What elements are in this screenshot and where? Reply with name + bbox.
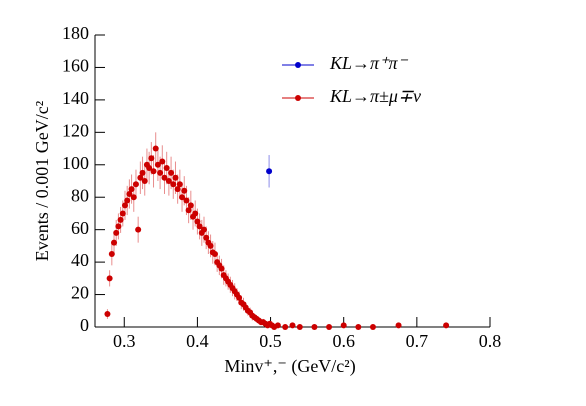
y-tick-label: 140 xyxy=(62,88,89,108)
point xyxy=(117,216,124,223)
point xyxy=(111,239,118,246)
point xyxy=(443,322,450,329)
point xyxy=(274,322,281,329)
point xyxy=(355,324,362,330)
legend-marker xyxy=(295,62,301,68)
x-axis-label: Minv⁺,⁻ (GeV/c²) xyxy=(224,356,355,377)
point xyxy=(165,178,172,184)
point xyxy=(340,322,347,329)
point xyxy=(170,181,177,188)
y-axis-label: Events / 0.001 GeV/c² xyxy=(32,101,52,261)
point xyxy=(106,275,113,282)
point xyxy=(152,145,159,152)
point xyxy=(296,324,303,330)
point xyxy=(128,186,135,193)
point xyxy=(163,165,170,172)
legend-label: KL→π⁺π⁻ xyxy=(329,53,409,73)
legend-label: KL→π±μ∓ν xyxy=(329,86,421,106)
point xyxy=(192,210,199,217)
point xyxy=(211,251,218,257)
x-tick-label: 0.8 xyxy=(479,331,502,351)
point xyxy=(174,186,181,193)
y-tick-label: 80 xyxy=(71,185,89,205)
point xyxy=(236,294,243,301)
point xyxy=(150,168,157,175)
point xyxy=(115,223,122,230)
point xyxy=(124,197,131,204)
y-tick-label: 60 xyxy=(71,218,89,238)
point xyxy=(168,169,175,176)
legend-marker xyxy=(295,95,301,101)
x-tick-label: 0.6 xyxy=(332,331,355,351)
y-tick-label: 180 xyxy=(62,23,89,43)
point xyxy=(200,226,207,233)
y-tick-label: 100 xyxy=(62,153,89,173)
point xyxy=(282,324,289,330)
point xyxy=(311,324,318,330)
point xyxy=(179,194,186,201)
point xyxy=(126,190,133,197)
y-tick-label: 20 xyxy=(71,283,89,303)
point xyxy=(141,178,148,184)
point xyxy=(113,229,120,236)
point xyxy=(218,265,225,272)
point xyxy=(194,218,201,225)
point xyxy=(187,202,194,209)
point xyxy=(289,322,296,329)
point xyxy=(183,197,190,204)
point xyxy=(139,169,146,176)
y-tick-label: 160 xyxy=(62,56,89,76)
point xyxy=(326,324,333,330)
point xyxy=(181,187,188,194)
point xyxy=(203,234,210,241)
point xyxy=(135,226,142,233)
point xyxy=(185,207,192,214)
point xyxy=(157,169,164,176)
x-tick-label: 0.7 xyxy=(406,331,429,351)
point xyxy=(207,242,214,249)
point xyxy=(196,223,203,230)
point xyxy=(119,210,126,217)
point xyxy=(146,165,153,172)
point xyxy=(176,181,183,188)
point xyxy=(161,174,168,181)
point xyxy=(369,324,376,330)
x-tick-label: 0.5 xyxy=(259,331,282,351)
point xyxy=(130,194,137,201)
x-tick-label: 0.3 xyxy=(113,331,136,351)
point xyxy=(108,251,115,257)
point xyxy=(159,158,166,165)
point xyxy=(121,202,128,209)
point xyxy=(172,174,179,181)
point xyxy=(137,174,144,181)
point xyxy=(395,322,402,329)
point xyxy=(104,311,111,318)
y-tick-label: 40 xyxy=(71,250,89,270)
point xyxy=(266,168,273,175)
x-tick-label: 0.4 xyxy=(186,331,209,351)
point xyxy=(148,155,155,162)
point xyxy=(154,161,161,168)
y-tick-label: 120 xyxy=(62,120,89,140)
y-tick-label: 0 xyxy=(80,315,89,335)
point xyxy=(132,181,139,188)
